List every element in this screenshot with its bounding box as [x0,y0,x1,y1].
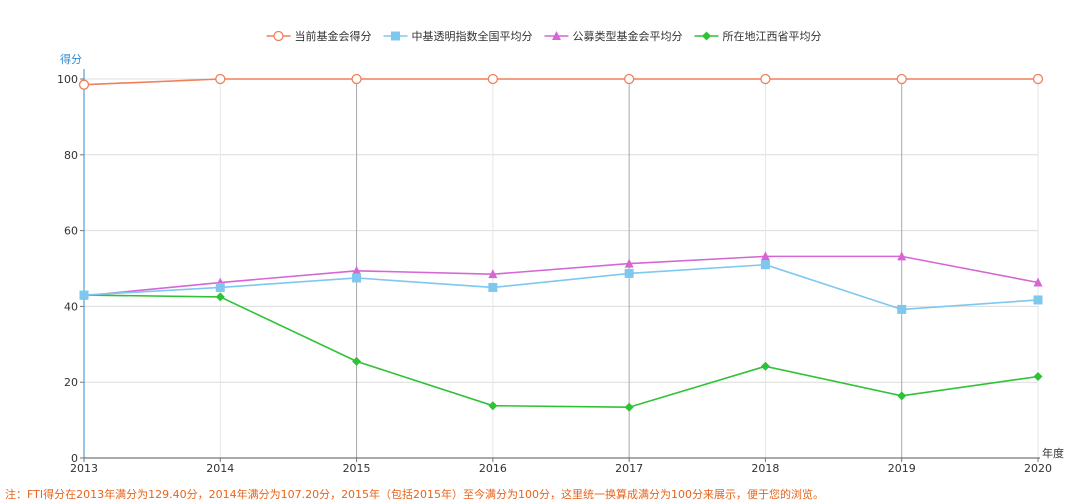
x-tick-label: 2016 [479,462,507,475]
data-point [215,282,225,292]
data-point [624,258,634,268]
data-point [760,251,770,261]
series-line [83,78,1038,86]
data-point [896,73,907,85]
legend-marker [273,30,284,42]
data-point [760,361,770,371]
x-tick-label: 2019 [888,462,916,475]
data-point [1032,73,1044,85]
data-point [78,79,90,90]
x-tick-label: 2014 [206,462,234,475]
data-point [1033,295,1043,305]
x-tick-label: 2015 [343,462,371,475]
data-point [215,292,225,302]
data-point [487,73,499,85]
data-point [79,290,89,300]
data-point [897,251,907,261]
data-point [488,401,498,411]
y-tick-label: 60 [64,225,78,238]
legend-marker [391,31,400,41]
chart-footnote: 注：FTI得分在2013年满分为129.40分，2014年满分为107.20分，… [5,488,825,501]
data-point [897,391,907,401]
data-point [624,268,634,278]
x-tick-label: 2018 [751,462,779,475]
x-tick-label: 2013 [70,462,98,475]
y-tick-label: 20 [64,376,78,389]
legend-label: 所在地江西省平均分 [723,30,822,43]
legend-label: 公募类型基金会平均分 [573,29,683,43]
data-point [897,304,907,314]
x-axis-title: 年度 [1042,446,1064,460]
legend-label: 当前基金会得分 [295,29,372,43]
data-point [760,260,770,270]
legend-marker [702,31,711,41]
y-axis-title: 得分 [60,53,82,66]
data-point [1033,372,1043,382]
legend-label: 中基透明指数全国平均分 [412,29,533,43]
series-line [83,263,1039,311]
x-tick-label: 2017 [615,462,643,475]
data-point [488,269,498,279]
legend-marker [552,31,561,40]
data-point [352,356,362,366]
series-line [83,294,1039,409]
series-line [83,255,1039,297]
y-tick-label: 80 [64,149,78,162]
data-point [488,282,498,292]
data-point [624,402,634,412]
x-tick-label: 2020 [1024,462,1052,475]
y-tick-label: 0 [71,452,78,465]
data-point [1033,277,1043,287]
y-tick-label: 100 [57,73,78,86]
data-point [760,73,771,85]
data-point [352,273,362,283]
data-point [351,73,362,85]
y-tick-label: 40 [64,300,78,313]
data-point [215,73,226,85]
data-point [352,265,362,275]
data-point [623,73,635,85]
